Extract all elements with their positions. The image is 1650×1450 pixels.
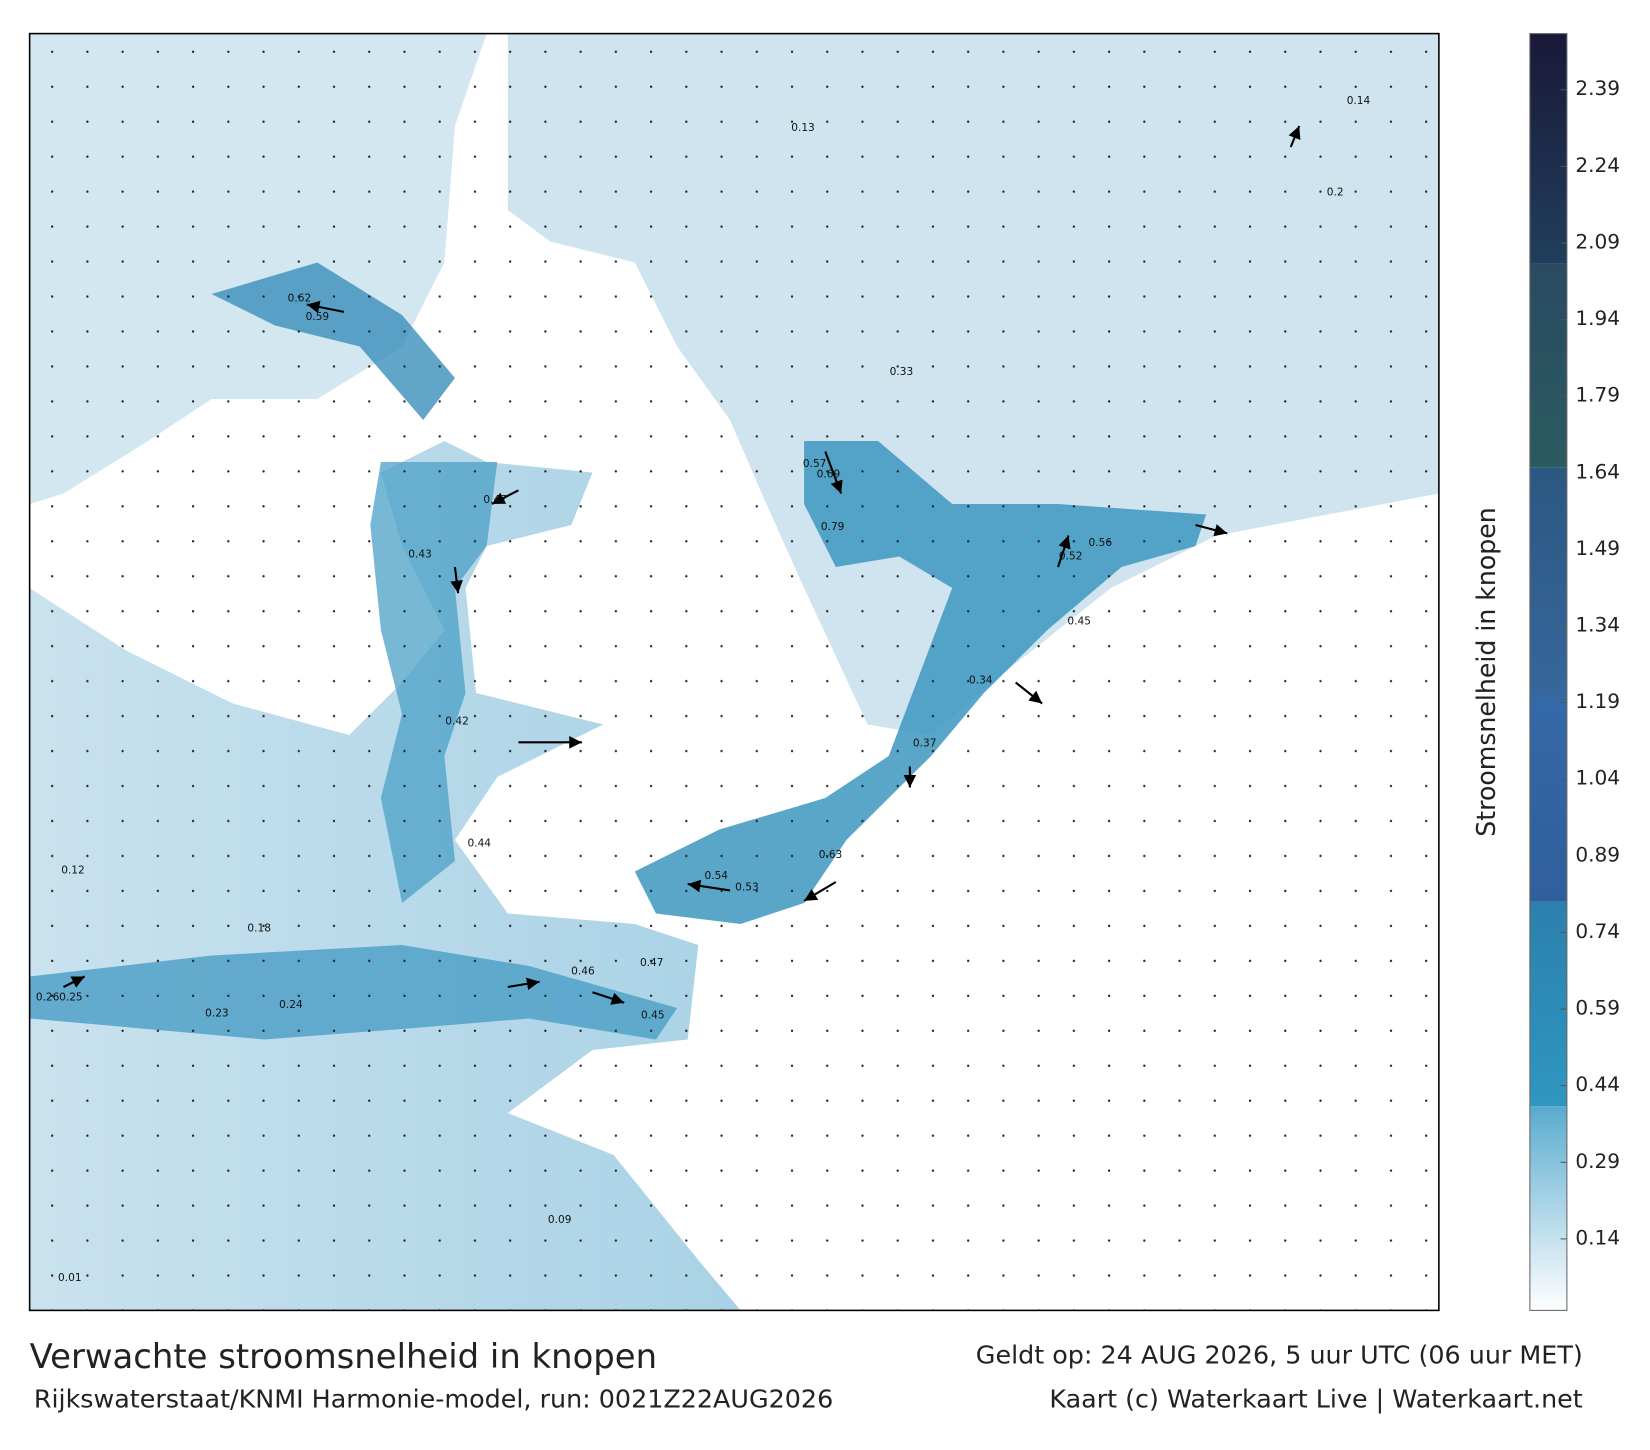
grid-dots <box>29 33 1439 1311</box>
current-arrows <box>63 125 1301 1005</box>
value-label: 0.01 <box>58 1272 82 1284</box>
colorbar-tick-label: 1.79 <box>1575 383 1620 407</box>
colorbar-tick-label: 0.44 <box>1575 1072 1620 1096</box>
colorbar-tick-label: 1.49 <box>1575 536 1620 560</box>
colorbar-tick-label: 1.94 <box>1575 306 1620 330</box>
value-label: 0.23 <box>205 1007 229 1019</box>
value-label: 0.59 <box>306 311 330 323</box>
value-label: 0.69 <box>817 469 841 481</box>
credit: Kaart (c) Waterkaart Live | Waterkaart.n… <box>1049 1385 1582 1414</box>
colorbar-band <box>1529 467 1567 698</box>
value-label: 0.2 <box>1327 186 1344 198</box>
colorbar: 0.14 0.29 0.44 0.59 0.74 0.89 1.04 1.19 1.34 1.49… <box>1529 33 1620 1311</box>
arrow <box>306 300 345 314</box>
value-label: 0.33 <box>890 366 914 378</box>
map-frame <box>28 32 1440 1312</box>
value-label: 0.57 <box>803 458 827 470</box>
value-label: 0.52 <box>1059 551 1083 563</box>
value-label: 0.53 <box>735 881 759 893</box>
arrow <box>592 991 625 1005</box>
colorbar-tick-label: 2.24 <box>1575 153 1620 177</box>
subtitle: Rijkswaterstaat/KNMI Harmonie-model, run… <box>34 1385 833 1414</box>
colorbar-tick-label: 1.19 <box>1575 689 1620 713</box>
value-label: 0.09 <box>548 1214 572 1226</box>
value-label: 0.56 <box>1089 537 1113 549</box>
value-label: 0.18 <box>247 922 271 934</box>
arrow <box>687 879 731 893</box>
colorbar-tick-label: 1.64 <box>1575 459 1620 483</box>
colorbar-label: Stroomsnelheid in knopen <box>1472 507 1501 836</box>
value-label: 0.47 <box>483 494 507 506</box>
value-label: 0.24 <box>279 999 303 1011</box>
value-label: 0.37 <box>913 738 937 750</box>
value-label: 0.25 <box>59 992 83 1004</box>
value-label: 0.34 <box>969 675 993 687</box>
colorbar-band <box>1529 697 1567 902</box>
colorbar-tick-label: 0.29 <box>1575 1149 1620 1173</box>
colorbar-frame <box>1529 33 1568 1311</box>
value-label: 0.45 <box>1067 616 1091 628</box>
arrow <box>491 489 519 505</box>
colorbar-tick-label: 0.14 <box>1575 1225 1620 1249</box>
arrow <box>803 881 837 902</box>
value-label: 0.43 <box>408 549 432 561</box>
value-label: 0.45 <box>641 1010 665 1022</box>
arrow <box>1195 523 1228 537</box>
colorbar-tick-label: 0.74 <box>1575 919 1620 943</box>
colorbar-band <box>1529 33 1567 264</box>
value-label: 0.62 <box>288 292 312 304</box>
colorbar-band <box>1529 1106 1567 1311</box>
value-label: 0.12 <box>61 865 85 877</box>
colorbar-band <box>1529 901 1567 1107</box>
arrow <box>1056 535 1071 568</box>
value-label: 0.63 <box>819 849 843 861</box>
colorbar-band <box>1529 263 1567 468</box>
arrow <box>450 566 463 594</box>
value-label: 0.79 <box>821 521 845 533</box>
value-labels: 0.62 0.59 0.69 0.79 0.57 0.56 0.52 0.45 0.53 0.63… <box>36 95 1371 1284</box>
value-label: 0.14 <box>1347 95 1371 107</box>
arrow <box>1288 125 1301 148</box>
valid-time: Geldt op: 24 AUG 2026, 5 uur UTC (06 uur… <box>976 1341 1583 1370</box>
value-label: 0.54 <box>704 870 728 882</box>
value-label: 0.46 <box>571 965 595 977</box>
value-label: 0.47 <box>640 957 664 969</box>
value-label: 0.42 <box>445 716 469 728</box>
colorbar-tick-label: 1.34 <box>1575 613 1620 637</box>
value-label: 0.26 <box>36 992 60 1004</box>
value-label: 0.13 <box>791 122 815 134</box>
value-label: 0.44 <box>468 837 492 849</box>
colorbar-tick-label: 2.39 <box>1575 76 1620 100</box>
colorbar-tick-label: 0.59 <box>1575 996 1620 1020</box>
arrow <box>507 977 540 991</box>
colorbar-tick-label: 1.04 <box>1575 766 1620 790</box>
arrow <box>63 975 86 988</box>
arrow <box>824 451 843 494</box>
arrow <box>1015 681 1043 705</box>
title: Verwachte stroomsnelheid in knopen <box>30 1337 657 1376</box>
map: 0.62 0.59 0.69 0.79 0.57 0.56 0.52 0.45 0.53 0.63… <box>29 33 1439 1311</box>
colorbar-tick-label: 0.89 <box>1575 842 1620 866</box>
root: 0.62 0.59 0.69 0.79 0.57 0.56 0.52 0.45 0.53 0.63… <box>28 32 1620 1414</box>
colorbar-tick-label: 2.09 <box>1575 230 1620 254</box>
